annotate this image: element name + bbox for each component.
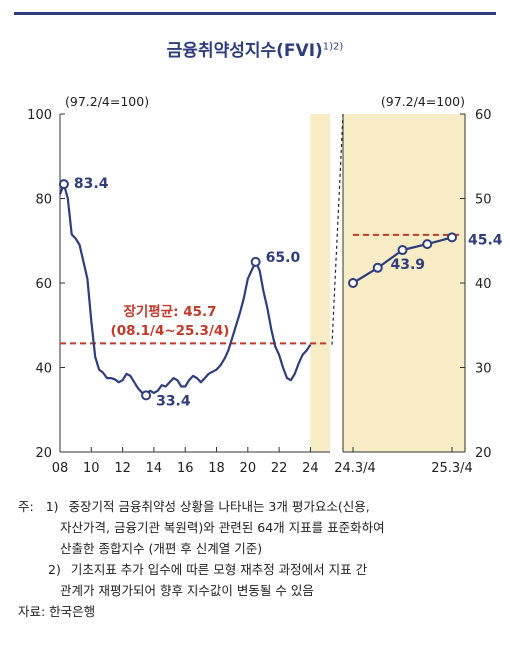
- x-tick-label: 22: [271, 461, 288, 476]
- data-label: 33.4: [156, 393, 191, 409]
- source: 자료: 한국은행: [18, 604, 96, 619]
- note-1-line-2: 자산가격, 금융기관 복원력)와 관련된 64개 지표를 표준화하여: [60, 520, 385, 535]
- fvi-series-line: [58, 182, 312, 397]
- y-tick-label-right: 30: [475, 362, 492, 377]
- note-2-line-1: 기초지표 추가 입수에 따른 모형 재추정 과정에서 지표 간: [70, 562, 368, 577]
- notes: 주: 1) 중장기적 금융취약성 상황을 나타내는 3개 평가요소(신용, 자산…: [18, 496, 498, 622]
- average-label: 장기평균: 45.7: [123, 303, 216, 320]
- y-tick-label-right: 60: [475, 108, 492, 123]
- x-tick-label: 24: [302, 461, 319, 476]
- top-rule: [14, 12, 496, 15]
- left-panel: 20 40 60 80 100 08 10 12 14 16 18 20 22 24 (97.2/4=100…: [27, 94, 330, 476]
- data-label: 65.0: [266, 250, 301, 266]
- chart-title: 금융취약성지수(FVI)1)2): [0, 36, 510, 61]
- y-tick-label-right: 20: [475, 446, 492, 461]
- x-tick-label-right: 25.3/4: [431, 461, 473, 476]
- data-point-marker: [250, 256, 261, 267]
- note-prefix: 주:: [18, 499, 34, 514]
- recent-data-point: [348, 278, 358, 288]
- x-tick-label-right: 24.3/4: [334, 461, 376, 476]
- x-tick-label: 08: [52, 461, 69, 476]
- recent-data-point: [447, 232, 457, 243]
- y-tick-label-right: 50: [475, 193, 492, 208]
- connector-line: [331, 113, 344, 345]
- note-1-line-3: 산출한 종합지수 (개편 후 신계열 기준): [60, 541, 263, 556]
- unit-note-right: (97.2/4=100): [381, 94, 465, 109]
- chart-title-footnote: 1)2): [322, 41, 344, 53]
- chart-title-text: 금융취약성지수(FVI): [166, 41, 323, 61]
- highlight-band-left: [310, 114, 330, 452]
- y-tick-label-right: 40: [475, 277, 492, 292]
- y-tick-label: 20: [35, 446, 52, 461]
- data-label: 83.4: [74, 176, 109, 192]
- note-2-number: 2): [48, 562, 61, 577]
- x-tick-label: 20: [240, 461, 257, 476]
- note-1: 주: 1) 중장기적 금융취약성 상황을 나타내는 3개 평가요소(신용,: [18, 496, 498, 517]
- note-2-line-2: 관계가 재평가되어 향후 지수값이 변동될 수 있음: [60, 583, 314, 598]
- recent-data-point: [372, 262, 383, 273]
- y-tick-label: 100: [27, 108, 52, 123]
- note-2: 2) 기초지표 추가 입수에 따른 모형 재추정 과정에서 지표 간: [18, 559, 498, 580]
- x-tick-label: 12: [114, 461, 131, 476]
- y-tick-label: 60: [35, 277, 52, 292]
- x-tick-label: 16: [177, 461, 194, 476]
- data-point-marker: [141, 390, 152, 401]
- unit-note-left: (97.2/4=100): [65, 94, 149, 109]
- data-point-marker: [58, 179, 69, 190]
- note-1-number: 1): [45, 499, 59, 514]
- recent-data-point: [397, 245, 408, 256]
- x-tick-label: 14: [146, 461, 163, 476]
- x-tick-label: 10: [83, 461, 100, 476]
- note-1-line-1: 중장기적 금융취약성 상황을 나타내는 3개 평가요소(신용,: [68, 499, 370, 514]
- highlight-band-right: [343, 114, 465, 452]
- average-period: (08.1/4~25.3/4): [111, 323, 230, 339]
- recent-data-label: 45.4: [468, 232, 503, 248]
- fvi-chart: 20 40 60 80 100 08 10 12 14 16 18 20 22 24 (97.2/4=100…: [27, 94, 503, 476]
- panel-connector: [331, 113, 344, 345]
- recent-data-label: 43.9: [391, 257, 426, 273]
- y-tick-label: 40: [35, 362, 52, 377]
- y-tick-label: 80: [35, 193, 52, 208]
- recent-data-point: [422, 239, 433, 250]
- right-panel: 20 30 40 50 60 (97.2/4=100) 24.3/4 25.3/4 43.9 45…: [334, 94, 503, 476]
- x-tick-label: 18: [208, 461, 225, 476]
